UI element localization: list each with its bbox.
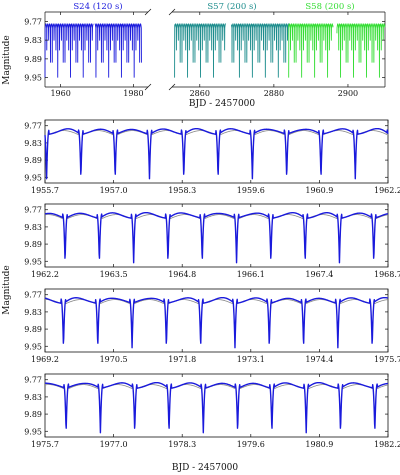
zoom-xtick-label: 1968.7 xyxy=(374,270,400,279)
zoom-panel-2: 9.77 9.83 9.89 9.95 1962.2 1963.5 1964.8 1966.1… xyxy=(24,203,400,279)
zoom-xtick-label: 1959.6 xyxy=(237,186,265,195)
zoom-xtick-label: 1975.7 xyxy=(31,440,59,449)
overview-series-line xyxy=(288,23,386,78)
zoom-xtick-label: 1963.5 xyxy=(100,270,128,279)
axis-break-mark xyxy=(168,8,176,16)
zoom-ytick-label: 9.89 xyxy=(24,156,42,165)
zoom-xtick-label: 1960.9 xyxy=(305,186,333,195)
zoom-ytick-label: 9.83 xyxy=(24,223,42,232)
overview-ylabel: Magnitude xyxy=(2,35,12,85)
zoom-ytick-label: 9.89 xyxy=(24,410,42,419)
series-label-s24: S24 (120 s) xyxy=(73,1,122,12)
overview-xtick-label: 1980 xyxy=(123,89,143,98)
zoom-ytick-label: 9.95 xyxy=(24,342,42,351)
zoom-ytick-label: 9.95 xyxy=(24,173,42,182)
zoom-frame xyxy=(44,119,389,184)
zoom-ytick-label: 9.83 xyxy=(24,308,42,317)
zoom-xtick-label: 1958.3 xyxy=(168,186,196,195)
zoom-ylabel: Magnitude xyxy=(2,265,12,315)
zoom-xtick-label: 1957.0 xyxy=(100,186,128,195)
zoom-xtick-label: 1970.5 xyxy=(100,355,128,364)
zoom-ytick-label: 9.77 xyxy=(24,291,42,300)
zoom-xtick-label: 1971.8 xyxy=(168,355,196,364)
axis-break-mark xyxy=(168,83,176,91)
axis-break-mark xyxy=(144,83,152,91)
axis-break-mark xyxy=(144,8,152,16)
observed-curve xyxy=(44,381,389,434)
zoom-panel-3: 9.77 9.83 9.89 9.95 1969.2 1970.5 1971.8 1973.1… xyxy=(24,288,400,364)
zoom-ytick-label: 9.77 xyxy=(24,376,42,385)
zoom-xtick-label: 1975.7 xyxy=(374,355,400,364)
zoom-ytick-label: 9.95 xyxy=(24,257,42,266)
zoom-xtick-label: 1962.2 xyxy=(374,186,400,195)
zoom-ytick-label: 9.95 xyxy=(24,427,42,436)
zoom-xtick-label: 1964.8 xyxy=(168,270,196,279)
zoom-ytick-label: 9.89 xyxy=(24,240,42,249)
zoom-frame xyxy=(44,288,389,353)
zoom-xtick-label: 1978.3 xyxy=(168,440,196,449)
zoom-xtick-label: 1962.2 xyxy=(31,270,59,279)
zoom-xtick-label: 1980.9 xyxy=(305,440,333,449)
zoom-xtick-label: 1979.6 xyxy=(237,440,265,449)
zoom-panel-4: 9.77 9.83 9.89 9.95 1975.7 1977.0 1978.3 1979.6… xyxy=(24,373,400,449)
overview-xlabel: BJD - 2457000 xyxy=(189,99,256,109)
zoom-ytick-label: 9.77 xyxy=(24,206,42,215)
model-curve xyxy=(44,214,388,262)
overview-ytick-label: 9.89 xyxy=(24,55,42,64)
model-curve xyxy=(44,384,388,432)
zoom-xtick-label: 1966.1 xyxy=(237,270,265,279)
zoom-xtick-label: 1969.2 xyxy=(31,355,59,364)
observed-curve xyxy=(44,296,389,349)
zoom-frame xyxy=(44,203,389,268)
overview-panel: 1960 1980 2860 2880 2900 9.77 9.83 9.89 9.95 xyxy=(24,8,386,98)
zoom-xtick-label: 1973.1 xyxy=(237,355,265,364)
overview-ytick-label: 9.83 xyxy=(24,36,42,45)
zoom-ytick-label: 9.83 xyxy=(24,393,42,402)
zoom-ytick-label: 9.89 xyxy=(24,325,42,334)
overview-xtick-label: 2880 xyxy=(264,89,284,98)
overview-series-line xyxy=(44,23,142,78)
overview-xtick-label: 1960 xyxy=(50,89,70,98)
overview-series-line xyxy=(174,23,290,78)
overview-xtick-label: 2900 xyxy=(338,89,358,98)
series-label-s58: S58 (200 s) xyxy=(305,1,354,12)
series-label-s57: S57 (200 s) xyxy=(207,1,256,12)
overview-ytick-label: 9.95 xyxy=(24,74,42,83)
zoom-ytick-label: 9.83 xyxy=(24,139,42,148)
zoom-panel-1: 9.77 9.83 9.89 9.95 1955.7 1957.0 1958.3 1959.6… xyxy=(24,119,400,195)
zoom-ytick-label: 9.77 xyxy=(24,122,42,131)
overview-xtick-label: 2860 xyxy=(190,89,210,98)
zoom-xtick-label: 1967.4 xyxy=(305,270,333,279)
zoom-xtick-label: 1974.4 xyxy=(305,355,333,364)
observed-curve xyxy=(44,211,389,264)
zoom-xtick-label: 1982.2 xyxy=(374,440,400,449)
observed-curve xyxy=(44,127,389,180)
zoom-frame xyxy=(44,373,389,438)
zoom-xtick-label: 1955.7 xyxy=(31,186,59,195)
zoom-xlabel: BJD - 2457000 xyxy=(172,463,239,473)
zoom-xtick-label: 1977.0 xyxy=(100,440,128,449)
overview-ytick-label: 9.77 xyxy=(24,17,42,26)
